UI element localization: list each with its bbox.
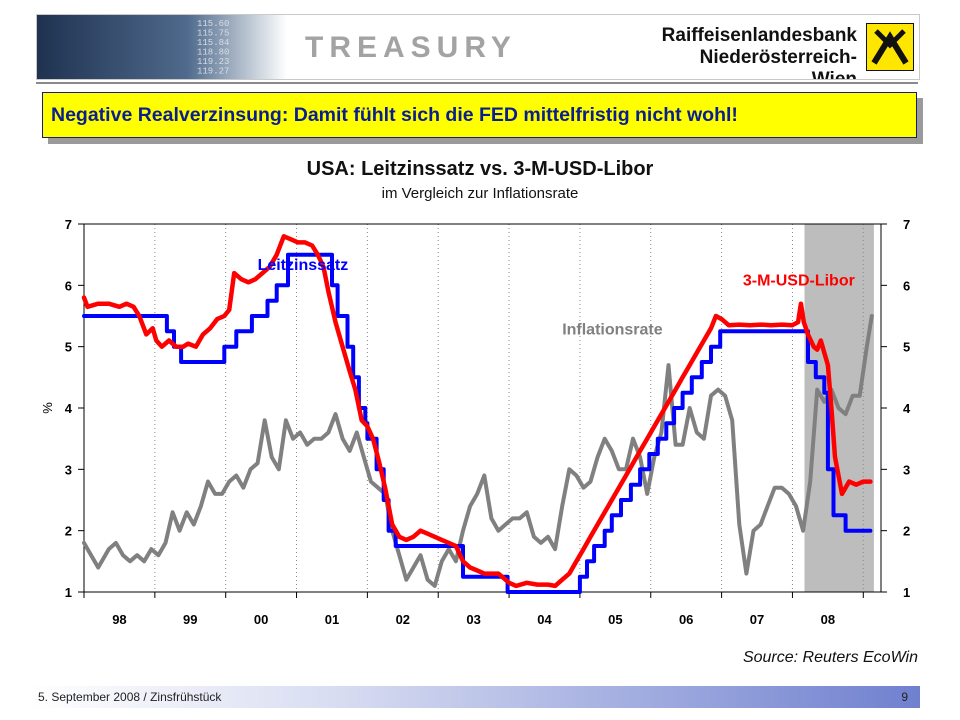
x-tick-label: 05 bbox=[608, 612, 622, 627]
bank-name-line-1: Raiffeisenlandesbank bbox=[661, 25, 857, 46]
ticker-line: 119.23 bbox=[197, 57, 229, 67]
y-tick-label-right: 5 bbox=[903, 340, 910, 355]
series-line-3-m-usd-libor bbox=[81, 234, 873, 589]
series-annotation: Leitzinssatz bbox=[258, 257, 349, 274]
y-tick-label-right: 4 bbox=[903, 401, 911, 416]
y-tick-label-left: 3 bbox=[65, 462, 72, 477]
bank-name: Raiffeisenlandesbank Niederösterreich-Wi… bbox=[657, 25, 857, 80]
x-tick-label: 08 bbox=[821, 612, 835, 627]
x-tick-label: 02 bbox=[396, 612, 410, 627]
y-axis-label: % bbox=[40, 402, 55, 414]
y-tick-label-left: 6 bbox=[65, 278, 72, 293]
x-tick-label: 07 bbox=[750, 612, 764, 627]
series-line-inflationsrate bbox=[82, 314, 874, 588]
y-tick-label-left: 5 bbox=[65, 340, 72, 355]
y-tick-label-left: 7 bbox=[65, 217, 72, 232]
footer-bar: 5. September 2008 / Zinsfrühstück 9 bbox=[30, 686, 920, 708]
x-tick-label: 04 bbox=[537, 612, 552, 627]
raiffeisen-gable-cross-icon bbox=[866, 23, 914, 71]
series-annotation: 3-M-USD-Libor bbox=[743, 272, 855, 289]
headline-callout-text: Negative Realverzinsung: Damit fühlt sic… bbox=[51, 103, 738, 126]
headline-callout: Negative Realverzinsung: Damit fühlt sic… bbox=[42, 92, 917, 138]
y-tick-label-right: 7 bbox=[903, 217, 910, 232]
ticker-line: 115.60 bbox=[197, 19, 229, 29]
footer-date: 5. September 2008 / Zinsfrühstück bbox=[38, 690, 222, 704]
x-tick-label: 99 bbox=[183, 612, 197, 627]
series-annotation: Inflationsrate bbox=[562, 321, 663, 338]
header-banner: 115.60 115.75 115.84 118.80 119.23 119.27 TRE… bbox=[36, 14, 920, 80]
x-tick-label: 03 bbox=[466, 612, 480, 627]
source-note: Source: Reuters EcoWin bbox=[742, 649, 918, 666]
header-rule bbox=[36, 82, 918, 84]
x-tick-label: 06 bbox=[679, 612, 693, 627]
x-tick-label: 00 bbox=[254, 612, 268, 627]
x-tick-label: 98 bbox=[112, 612, 126, 627]
page-number: 9 bbox=[901, 690, 908, 704]
y-tick-label-right: 1 bbox=[903, 585, 910, 600]
y-tick-label-left: 1 bbox=[65, 585, 72, 600]
y-tick-label-right: 6 bbox=[903, 278, 910, 293]
chart-title: USA: Leitzinssatz vs. 3-M-USD-Libor bbox=[306, 158, 654, 180]
y-tick-label-left: 4 bbox=[65, 401, 73, 416]
series-line-leitzinssatz bbox=[82, 252, 873, 594]
y-tick-label-left: 2 bbox=[65, 524, 72, 539]
ticker-line: 115.75 bbox=[197, 29, 229, 39]
y-tick-label-right: 2 bbox=[903, 524, 910, 539]
y-tick-label-right: 3 bbox=[903, 462, 910, 477]
ticker-line: 118.80 bbox=[197, 48, 229, 58]
bank-name-line-2: Niederösterreich-Wien bbox=[699, 47, 857, 80]
ticker-line: 119.27 bbox=[197, 67, 229, 77]
ticker-line: 115.84 bbox=[197, 38, 229, 48]
chart-subtitle: im Vergleich zur Inflationsrate bbox=[381, 185, 579, 202]
x-tick-label: 01 bbox=[325, 612, 339, 627]
treasury-title: TREASURY bbox=[305, 31, 517, 64]
